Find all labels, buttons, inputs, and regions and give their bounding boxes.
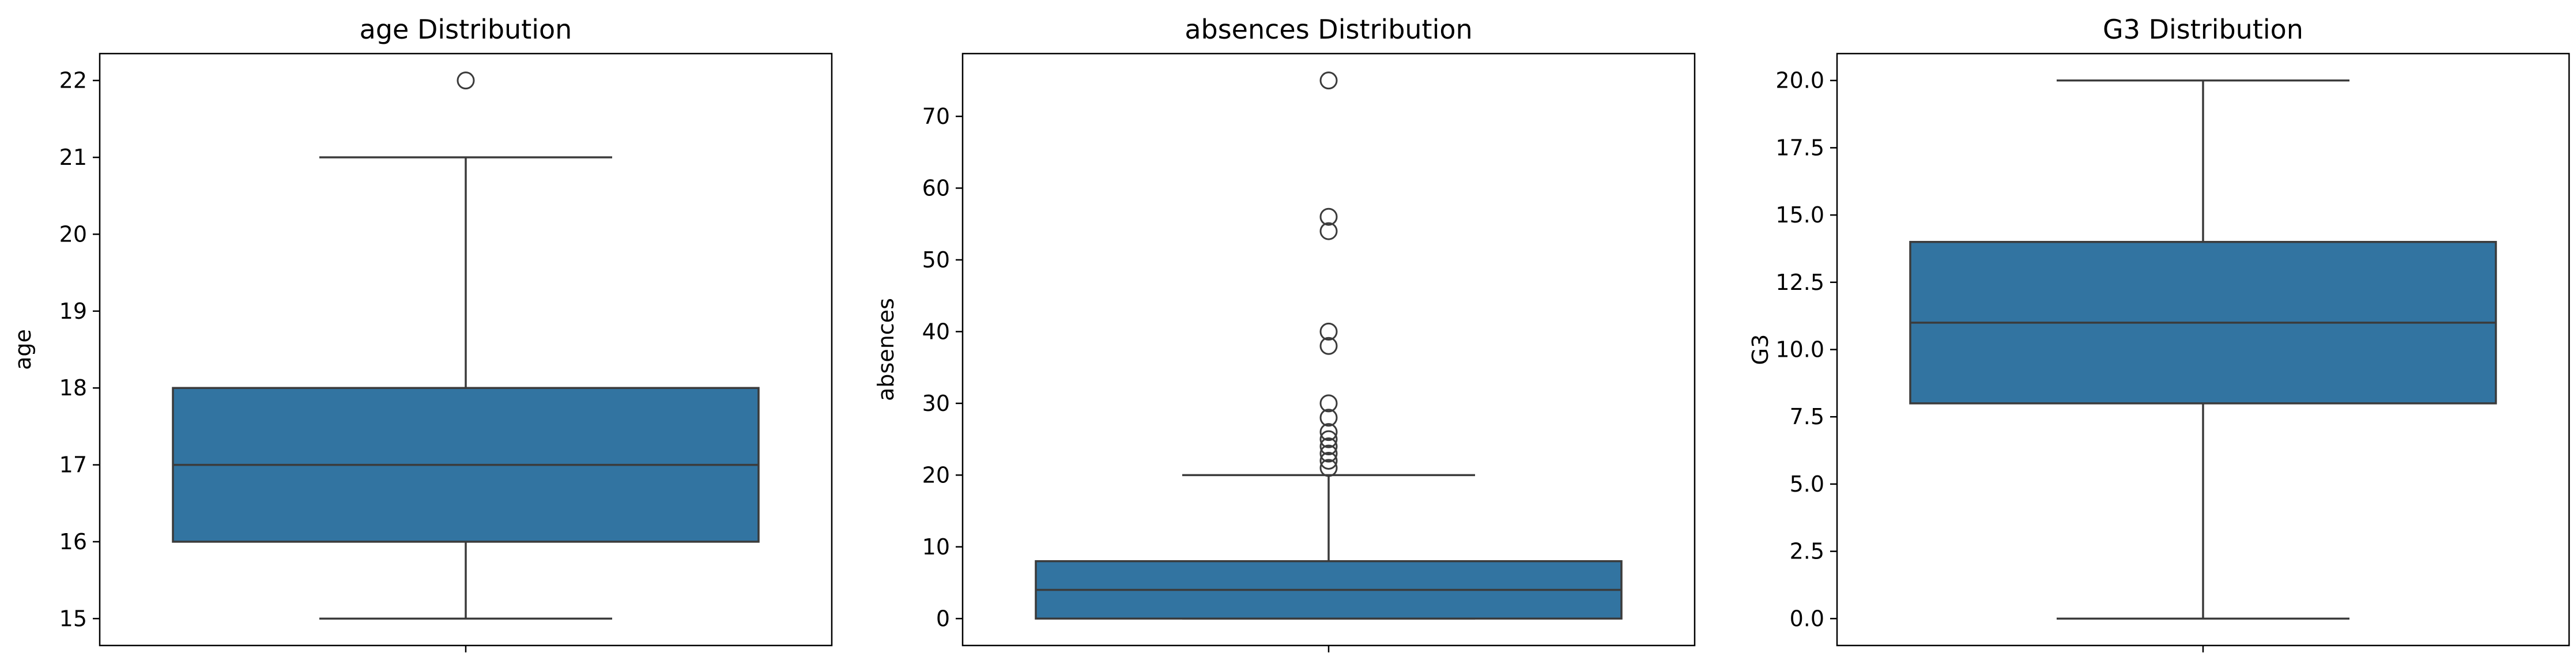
g3-y-tick-label: 5.0 — [1790, 471, 1824, 497]
age-axes-frame — [99, 52, 833, 647]
absences-chart-title: absences Distribution — [1185, 14, 1472, 45]
absences-outlier-point — [1319, 423, 1338, 441]
age-y-tick-label: 21 — [59, 145, 87, 170]
absences-outlier-point — [1319, 430, 1338, 448]
absences-outlier-point — [1319, 222, 1338, 240]
absences-boxplot-panel: absences Distribution absences 0 10 20 30 40 50… — [873, 14, 1696, 652]
g3-y-tick-label: 15.0 — [1775, 202, 1824, 228]
g3-axes-frame — [1836, 52, 2570, 647]
absences-outlier-point — [1319, 207, 1338, 226]
absences-y-tick-label: 50 — [922, 247, 950, 273]
absences-outlier-point — [1319, 459, 1338, 477]
age-y-tick-label: 20 — [59, 221, 87, 247]
absences-y-tick-label: 60 — [922, 175, 950, 201]
age-y-axis-label: age — [10, 329, 36, 370]
absences-axes-frame — [961, 52, 1696, 647]
absences-y-tick-label: 70 — [922, 104, 950, 129]
absences-outlier-point — [1319, 409, 1338, 427]
g3-y-tick-label: 20.0 — [1775, 68, 1824, 93]
g3-y-tick-label: 7.5 — [1790, 404, 1824, 429]
absences-outlier-point — [1319, 394, 1338, 413]
g3-y-tick-label: 17.5 — [1775, 135, 1824, 160]
age-y-tick-label: 19 — [59, 299, 87, 324]
absences-outlier-point — [1319, 451, 1338, 470]
age-y-tick-label: 18 — [59, 375, 87, 401]
absences-outlier-point — [1319, 444, 1338, 463]
absences-outlier-point — [1319, 337, 1338, 355]
age-boxplot-panel: age Distribution age 15 16 17 18 19 20 21 22 — [10, 14, 833, 652]
age-outlier-point — [457, 71, 475, 90]
absences-y-tick-label: 10 — [922, 534, 950, 560]
g3-y-tick-label: 10.0 — [1775, 337, 1824, 363]
g3-y-axis-label: G3 — [1748, 334, 1773, 365]
g3-y-tick-label: 0.0 — [1790, 606, 1824, 631]
g3-boxplot-panel: G3 Distribution G3 0.0 2.5 5.0 7.5 10.0 12.5 15.… — [1748, 14, 2570, 652]
absences-outlier-point — [1319, 322, 1338, 341]
absences-y-tick-label: 40 — [922, 319, 950, 344]
g3-y-tick-label: 12.5 — [1775, 270, 1824, 295]
absences-outlier-point — [1319, 437, 1338, 456]
absences-y-tick-label: 20 — [922, 462, 950, 488]
absences-y-axis-label: absences — [873, 298, 899, 401]
absences-y-tick-label: 30 — [922, 391, 950, 416]
absences-outlier-point — [1319, 71, 1338, 90]
absences-y-tick-label: 0 — [936, 606, 950, 631]
age-chart-title: age Distribution — [360, 14, 572, 45]
age-y-tick-label: 22 — [59, 68, 87, 93]
age-y-tick-label: 15 — [59, 606, 87, 631]
g3-chart-title: G3 Distribution — [2103, 14, 2303, 45]
age-y-tick-label: 16 — [59, 529, 87, 554]
g3-y-tick-label: 2.5 — [1790, 539, 1824, 564]
age-y-tick-label: 17 — [59, 452, 87, 478]
